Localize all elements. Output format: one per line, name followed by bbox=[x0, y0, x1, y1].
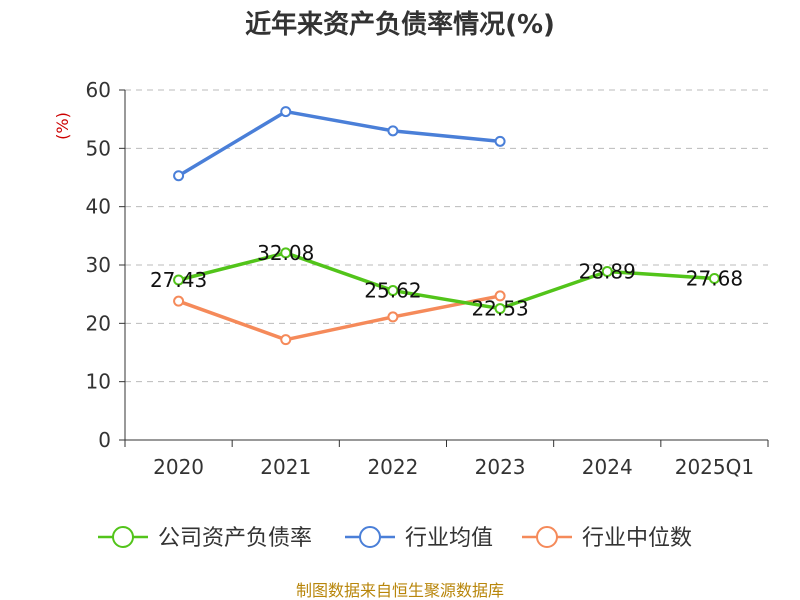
data-point bbox=[387, 285, 399, 297]
series-line bbox=[177, 294, 501, 342]
x-tick-label: 2022 bbox=[367, 455, 418, 479]
data-point bbox=[601, 265, 613, 277]
axes bbox=[119, 89, 769, 447]
data-point bbox=[708, 273, 720, 285]
x-axis-ticks: 2020 2021 2022 2023 2024 2025Q1 bbox=[153, 455, 754, 479]
data-label: 27.68 bbox=[686, 267, 743, 291]
data-point bbox=[494, 303, 506, 315]
legend-label: 行业均值 bbox=[405, 526, 493, 551]
x-tick-label: 2023 bbox=[475, 455, 526, 479]
x-tick-label: 2021 bbox=[260, 455, 311, 479]
y-tick-label: 10 bbox=[86, 370, 111, 394]
data-point bbox=[387, 311, 399, 323]
x-tick-label: 2020 bbox=[153, 455, 204, 479]
data-label: 25.62 bbox=[364, 279, 421, 303]
data-label: 28.89 bbox=[579, 259, 636, 283]
series-layer bbox=[173, 106, 720, 346]
y-tick-label: 20 bbox=[86, 311, 111, 335]
series-line bbox=[178, 251, 715, 311]
y-tick-label: 0 bbox=[98, 428, 111, 452]
legend: 公司资产负债率 行业均值 行业中位数 bbox=[98, 526, 692, 551]
legend-marker bbox=[359, 526, 381, 548]
legend-marker bbox=[536, 526, 558, 548]
data-point bbox=[280, 334, 292, 346]
data-label: 27.43 bbox=[150, 268, 207, 292]
data-point bbox=[280, 106, 292, 118]
source-note: 制图数据来自恒生聚源数据库 bbox=[296, 581, 504, 600]
legend-label: 行业中位数 bbox=[582, 526, 692, 551]
data-label: 32.08 bbox=[257, 241, 314, 265]
chart-title: 近年来资产负债率情况(%) bbox=[245, 9, 555, 40]
x-tick-label: 2025Q1 bbox=[675, 455, 754, 479]
data-point bbox=[173, 295, 185, 307]
data-labels: 27.43 32.08 25.62 22.53 28.89 27.68 bbox=[150, 241, 743, 321]
data-point bbox=[494, 290, 506, 302]
data-point bbox=[173, 170, 185, 182]
y-tick-label: 50 bbox=[86, 136, 111, 160]
data-point bbox=[494, 135, 506, 147]
legend-marker bbox=[112, 526, 134, 548]
gridlines bbox=[125, 89, 768, 383]
data-point bbox=[173, 274, 185, 286]
data-label: 22.53 bbox=[471, 297, 528, 321]
y-axis-unit: (%) bbox=[53, 112, 72, 140]
y-axis-ticks: 0 10 20 30 40 50 60 bbox=[86, 78, 111, 452]
y-tick-label: 60 bbox=[86, 78, 111, 102]
y-tick-label: 30 bbox=[86, 253, 111, 277]
x-tick-label: 2024 bbox=[582, 455, 633, 479]
y-tick-label: 40 bbox=[86, 195, 111, 219]
data-point bbox=[280, 247, 292, 259]
data-point bbox=[387, 125, 399, 137]
series-line bbox=[177, 109, 501, 178]
legend-label: 公司资产负债率 bbox=[158, 526, 312, 551]
